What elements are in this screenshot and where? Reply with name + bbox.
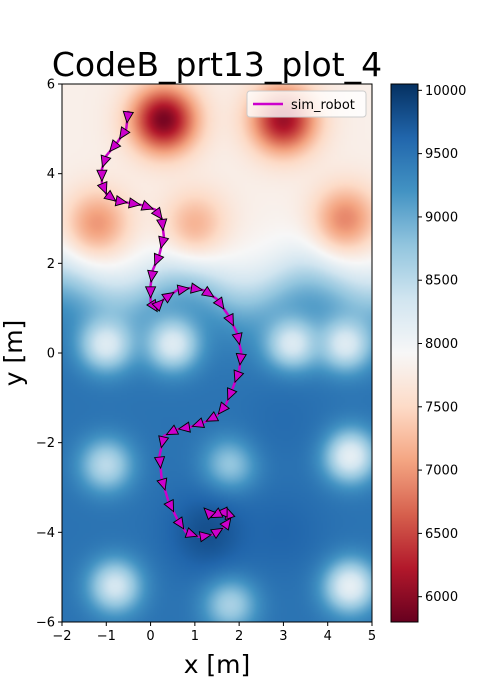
colorbar-tick-label: 7000 xyxy=(425,464,458,479)
trajectory-arrow xyxy=(219,517,232,531)
colorbar-ticks: 6000 6500 7000 7500 8000 8500 9000 9500 10000 xyxy=(418,84,466,605)
trajectory-arrow xyxy=(165,424,180,436)
colorbar: 6000 6500 7000 7500 8000 8500 9000 9500 10000 xyxy=(390,83,466,623)
colorbar-tick-label: 6000 xyxy=(425,590,458,605)
trajectory-arrow xyxy=(212,296,225,310)
trajectory-arrow xyxy=(122,110,135,124)
trajectory-arrow xyxy=(128,197,142,209)
trajectory-arrow xyxy=(190,282,204,294)
y-axis-ticks: −6 −4 −2 0 2 4 6 xyxy=(36,78,62,631)
trajectory-arrow xyxy=(203,507,217,521)
trajectory-arrow xyxy=(158,235,170,250)
y-tick-label: −4 xyxy=(36,526,55,541)
colorbar-tick-label: 8000 xyxy=(425,337,458,352)
y-tick-label: 0 xyxy=(47,347,55,362)
x-tick-label: 2 xyxy=(235,629,243,644)
x-tick-label: 1 xyxy=(191,629,199,644)
trajectory-arrow xyxy=(147,269,159,283)
trajectory-arrow xyxy=(200,285,215,298)
trajectory-arrow xyxy=(109,139,122,153)
trajectory-arrow xyxy=(140,199,155,211)
trajectory-arrow xyxy=(223,312,234,327)
trajectory-arrow xyxy=(231,332,243,346)
trajectory-arrow xyxy=(210,527,224,540)
x-axis-label: x [m] xyxy=(184,650,251,679)
colorbar-bar xyxy=(391,84,418,622)
x-tick-label: 4 xyxy=(324,629,332,644)
legend-box xyxy=(246,90,367,118)
trajectory-arrow xyxy=(198,531,213,543)
colorbar-tick-label: 8500 xyxy=(425,274,458,289)
plot-area: −2 −1 0 1 2 3 4 5 −6 −4 −2 0 2 4 6 xyxy=(36,78,376,645)
trajectory-arrow xyxy=(184,527,199,538)
y-tick-label: −6 xyxy=(36,616,55,631)
trajectory-arrow xyxy=(144,286,157,299)
colorbar-tick-label: 7500 xyxy=(425,400,458,415)
trajectory-arrow xyxy=(217,401,231,415)
colorbar-frame xyxy=(390,83,419,623)
trajectory-arrow xyxy=(233,369,245,384)
trajectory-arrow xyxy=(114,195,129,207)
heatmap-field xyxy=(62,84,372,622)
trajectory-arrow xyxy=(227,387,238,401)
y-axis-label: y [m] xyxy=(0,320,28,387)
chart-title: CodeB_prt13_plot_4 xyxy=(52,45,382,84)
y-tick-label: 2 xyxy=(47,257,55,272)
trajectory-arrow xyxy=(156,218,168,232)
y-tick-label: −2 xyxy=(36,436,55,451)
trajectory-arrow xyxy=(100,154,112,169)
x-axis-ticks: −2 −1 0 1 2 3 4 5 xyxy=(52,622,376,644)
trajectory-arrow xyxy=(96,169,108,183)
trajectory-arrow xyxy=(158,435,170,449)
x-tick-label: 5 xyxy=(368,629,376,644)
trajectory-arrow xyxy=(103,189,117,202)
trajectory-arrow xyxy=(177,421,191,433)
trajectory-arrow xyxy=(161,291,175,304)
trajectory-arrow xyxy=(151,298,165,312)
y-tick-label: 6 xyxy=(47,78,55,93)
legend-label-sim-robot: sim_robot xyxy=(291,98,355,113)
x-tick-label: −1 xyxy=(97,629,116,644)
colorbar-tick-label: 9500 xyxy=(425,147,458,162)
trajectory-arrow xyxy=(235,352,247,366)
trajectory-arrow xyxy=(205,410,220,422)
trajectory-arrow xyxy=(163,498,175,513)
trajectory-arrow xyxy=(118,126,131,140)
legend: sim_robot xyxy=(246,90,367,118)
trajectory-arrow xyxy=(96,181,108,195)
x-tick-label: −2 xyxy=(52,629,71,644)
trajectory-arrow xyxy=(176,284,191,296)
trajectory xyxy=(96,110,247,543)
trajectory-arrow xyxy=(153,252,165,267)
trajectory-arrow xyxy=(172,516,185,530)
y-tick-label: 4 xyxy=(47,167,55,182)
x-tick-label: 0 xyxy=(146,629,154,644)
colorbar-tick-label: 10000 xyxy=(425,84,466,99)
x-tick-label: 3 xyxy=(279,629,287,644)
colorbar-tick-label: 6500 xyxy=(425,527,458,542)
trajectory-arrow xyxy=(191,417,206,429)
trajectory-arrow xyxy=(153,456,166,470)
trajectory-arrow xyxy=(156,477,168,492)
colorbar-tick-label: 9000 xyxy=(425,210,458,225)
trajectory-arrow xyxy=(150,206,163,221)
